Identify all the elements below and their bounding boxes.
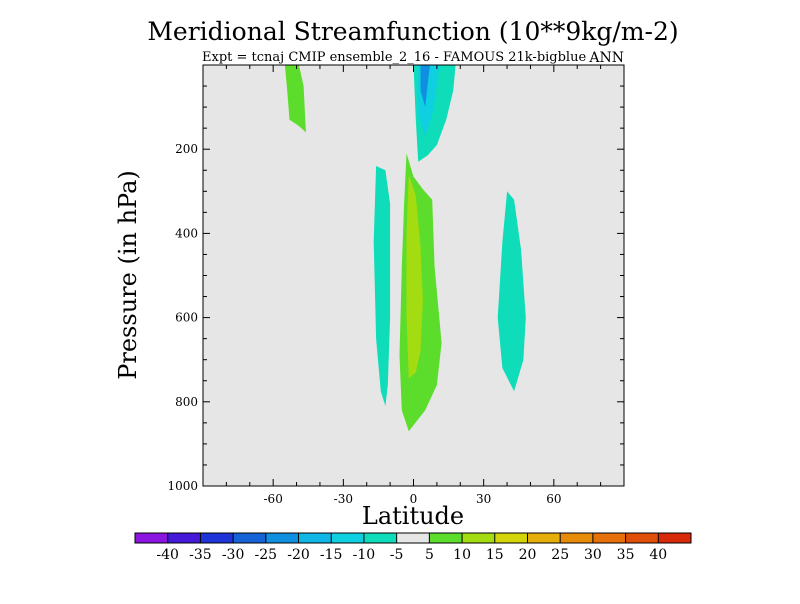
colorbar-label: 35 [617,547,635,563]
contour-regions [284,65,526,432]
colorbar-label: -5 [390,547,404,563]
contour-band-neg20-neg15-eq-upper [420,65,430,108]
colorbar-swatch [658,533,692,543]
colorbar-swatch [363,533,397,543]
colorbar-label: 20 [519,547,537,563]
colorbar-label: -20 [287,547,310,563]
axes: -60 -30 0 30 60 200 400 600 800 1000 [167,65,624,506]
y-axis-label: Pressure (in hPa) [114,170,142,380]
colorbar-label: 25 [551,547,569,563]
colorbar-swatch [167,533,201,543]
colorbar-label: -35 [189,547,212,563]
colorbar-label: 40 [649,547,667,563]
x-tick-label: -60 [264,492,283,506]
chart-subtitle: Expt = tcnaj CMIP ensemble_2_16 - FAMOUS… [202,50,586,65]
colorbar-label: 10 [453,547,471,563]
chart-title: Meridional Streamfunction (10**9kg/m-2) [147,17,678,46]
contour-band-10-15-eq-lower [406,174,423,379]
x-tick-label: 60 [546,492,561,506]
x-tick-label: 0 [410,492,418,506]
y-tick-label: 200 [175,142,198,156]
x-tick-label: 30 [476,492,491,506]
colorbar-swatch [625,533,659,543]
y-tick-label: 1000 [167,479,198,493]
colorbar-label: -40 [156,547,179,563]
colorbar-swatch [429,533,463,543]
colorbar-label: -10 [353,547,376,563]
colorbar-label: 5 [425,547,434,563]
colorbar-swatch [298,533,332,543]
colorbar-swatch [462,533,496,543]
colorbar-swatch [396,533,430,543]
colorbar-swatch [592,533,626,543]
colorbar: -40 -35 -30 -25 -20 -15 -10 -5 5 10 15 20 25 30 35 40 [134,532,692,563]
colorbar-swatch [265,533,299,543]
colorbar-swatch [233,533,267,543]
colorbar-swatch [331,533,365,543]
colorbar-swatch [200,533,234,543]
contour-band-5-10-nh-high-upper [284,65,306,133]
y-tick-label: 800 [175,395,198,409]
colorbar-swatch [494,533,528,543]
colorbar-frame [134,532,692,544]
colorbar-label: -15 [320,547,343,563]
contour-band-neg10-neg5-nh-mid [497,191,526,392]
colorbar-label: 30 [584,547,602,563]
season-label: ANN [588,50,624,66]
x-axis-label: Latitude [362,502,464,530]
y-tick-label: 600 [175,311,198,325]
colorbar-label: -30 [222,547,245,563]
colorbar-swatch [560,533,594,543]
colorbar-label: -25 [255,547,278,563]
colorbar-swatch [135,533,169,543]
x-tick-label: -30 [334,492,353,506]
colorbar-swatch [527,533,561,543]
contour-band-neg10-neg5-sh-mid [373,166,391,406]
colorbar-label: 15 [486,547,504,563]
y-tick-label: 400 [175,226,198,240]
